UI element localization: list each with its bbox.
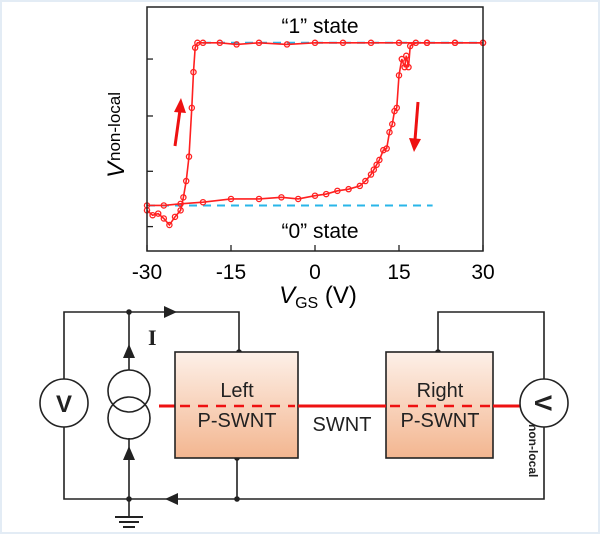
svg-text:V: V [529,395,556,411]
series-1-point [389,120,396,128]
series-1-point [386,129,393,136]
series-1-point [160,202,168,209]
bottom-wire [63,427,545,500]
series-1-point [322,190,330,198]
series-0-point [395,39,403,47]
series-1-point [401,63,408,71]
series-0-point [233,41,240,48]
series-1-point [383,145,390,152]
series-1-point [376,156,383,164]
series-1-point [345,185,352,193]
x-tick-label: -30 [132,261,162,284]
series-0-point [160,215,168,222]
sweep-up-arrow [173,98,186,147]
series-0-point [166,221,173,229]
voltmeter-left: V [39,378,89,428]
series-1-point [356,182,364,190]
right-box-label: Right [417,380,464,402]
series-0-point [255,39,263,47]
series-1-point [423,39,431,47]
series-1-point [278,194,285,201]
series-1-point [395,72,403,79]
hysteresis-chart: -30 -15 0 15 30 “1” state “0” state VGS (V) … [103,6,495,312]
series-0-point [185,153,193,160]
right-p-swnt-electrode [385,351,494,459]
series-1-point [255,195,263,203]
series-0-point [216,39,224,47]
series-0-point [171,213,179,221]
series-0-point [182,177,190,185]
x-tick-label: 0 [309,261,321,284]
right-box-material: P-SWNT [401,410,480,432]
top-wire [63,311,240,379]
series-0-point [283,41,291,48]
series-1-line [147,41,483,207]
left-box-label: Left [220,380,254,402]
series-1-point [334,187,341,195]
state-one-label: “1” state [281,15,358,38]
series-1-point [367,171,375,178]
series-1-point [412,39,420,47]
series-1-point [373,161,380,169]
series-1-point [177,200,184,208]
series-0-point [154,210,162,217]
source-up-arrow-top [123,344,135,358]
source-up-arrow-bottom [123,446,135,460]
series-1-point [406,42,414,50]
series-1-point [451,39,459,47]
state-zero-label: “0” state [281,220,358,243]
series-1-point [403,52,410,60]
voltmeter-right: V [519,378,569,428]
series-1-point [362,177,369,185]
return-direction-arrow [165,493,178,505]
y-axis-label: Vnon-local [103,92,130,178]
ground-icon [115,516,143,528]
series-0-point [188,104,196,112]
series-0-point [199,39,207,47]
current-label: I [148,325,157,350]
x-tick-label: -15 [216,261,246,284]
right-top-wire [437,311,545,379]
x-tick-label: 15 [387,261,410,284]
series-1-point [405,63,412,71]
series-0-point [367,39,375,47]
svg-text:V: V [56,391,72,418]
series-1-point [294,195,302,203]
x-axis-label: VGS (V) [279,282,357,312]
series-1-point [199,198,207,206]
channel-label: SWNT [313,414,372,436]
series-0-point [311,39,319,47]
series-1-point [311,192,319,199]
current-source-icon [107,369,151,440]
series-1-point [227,195,235,203]
left-box-material: P-SWNT [198,410,277,432]
series-1-point [370,166,378,173]
sweep-down-arrow [409,101,421,152]
series-1-point [398,55,406,63]
series-0-point [177,207,184,214]
series-1-point [391,107,398,115]
series-0-point [190,68,197,76]
series-1-point [380,146,387,154]
voltmeter-right-subscript: non-local [526,424,540,477]
x-tick-label: 30 [471,261,494,284]
circuit-diagram: I V V non-local Left P-SWNT Right P-SWNT… [39,306,569,528]
series-0-point [180,194,187,201]
series-0-point [149,211,156,219]
current-direction-arrow [164,306,177,318]
series-0-point [339,39,347,47]
